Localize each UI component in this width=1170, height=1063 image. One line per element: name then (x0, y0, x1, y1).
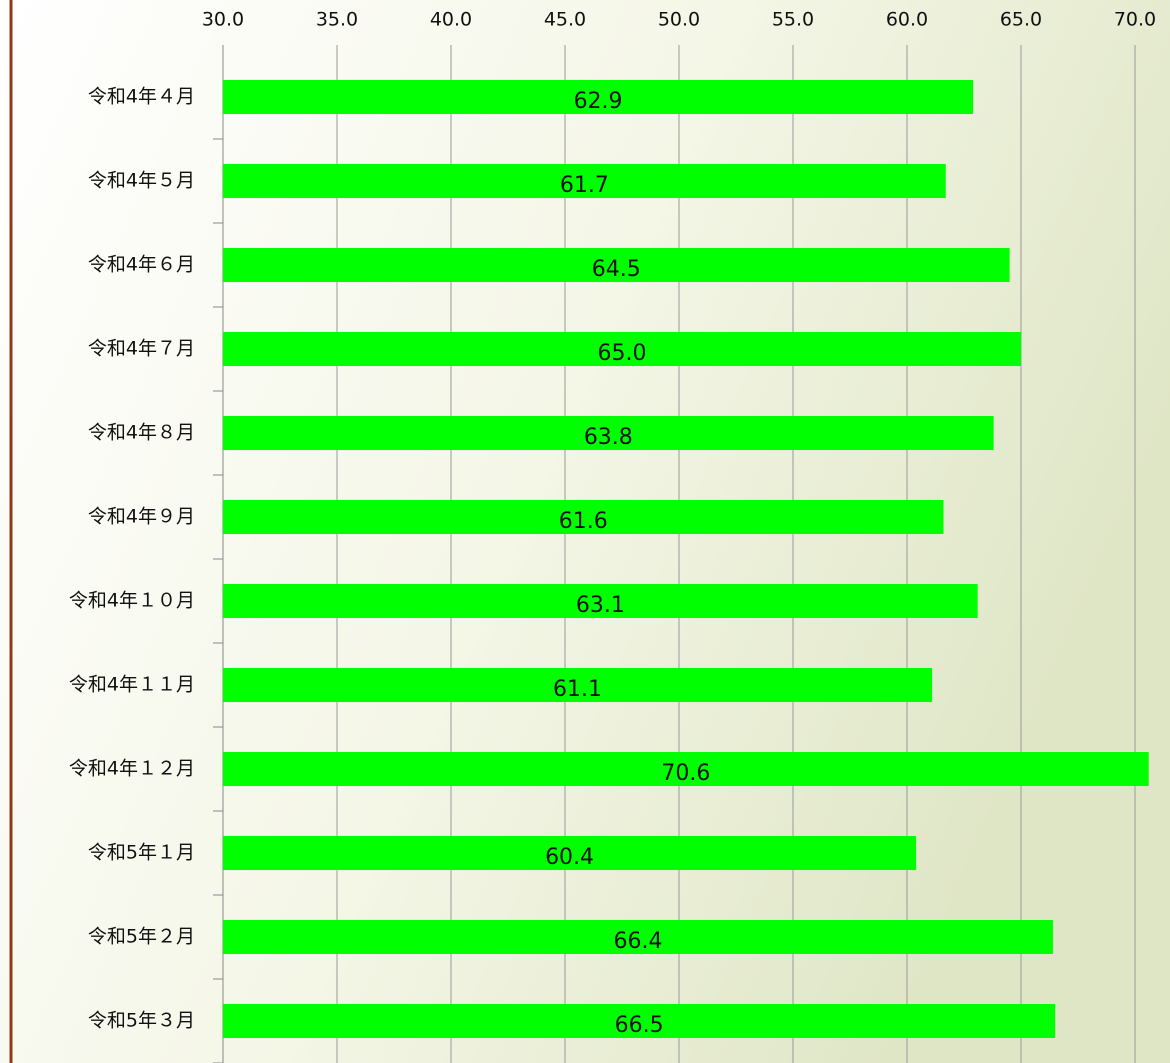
value-label: 63.8 (584, 425, 633, 450)
x-tick-label: 65.0 (1000, 9, 1042, 31)
bar (223, 80, 974, 114)
y-tick-label: 令和4年４月 (88, 86, 195, 108)
y-tick-label: 令和4年９月 (88, 506, 195, 528)
bar (223, 920, 1053, 954)
value-label: 60.4 (545, 845, 594, 870)
x-tick-label: 40.0 (430, 9, 472, 31)
x-tick-label: 35.0 (316, 9, 358, 31)
x-tick-label: 55.0 (772, 9, 814, 31)
value-label: 62.9 (574, 89, 623, 114)
y-tick-label: 令和5年２月 (88, 926, 195, 948)
value-label: 66.5 (615, 1013, 664, 1038)
y-tick-label: 令和4年７月 (88, 338, 195, 360)
value-label: 63.1 (576, 593, 625, 618)
bar (223, 332, 1021, 366)
x-tick-label: 30.0 (202, 9, 244, 31)
bar (223, 752, 1149, 786)
value-label: 70.6 (661, 761, 710, 786)
bar (223, 248, 1010, 282)
bar (223, 836, 917, 870)
bar (223, 500, 944, 534)
y-tick-label: 令和5年３月 (88, 1010, 195, 1032)
x-tick-label: 45.0 (544, 9, 586, 31)
bar (223, 584, 978, 618)
y-tick-label: 令和5年１月 (88, 842, 195, 864)
value-label: 64.5 (592, 257, 641, 282)
x-tick-label: 60.0 (886, 9, 928, 31)
y-tick-label: 令和4年１０月 (69, 590, 195, 612)
bar (223, 164, 946, 198)
x-tick-label: 50.0 (658, 9, 700, 31)
y-tick-label: 令和4年１１月 (69, 674, 195, 696)
value-label: 66.4 (613, 929, 662, 954)
value-label: 61.1 (553, 677, 602, 702)
value-label: 65.0 (598, 341, 647, 366)
bar (223, 668, 933, 702)
y-tick-label: 令和4年８月 (88, 422, 195, 444)
bar (223, 416, 994, 450)
y-tick-label: 令和4年１２月 (69, 758, 195, 780)
y-tick-label: 令和4年５月 (88, 170, 195, 192)
bar (223, 1004, 1056, 1038)
x-tick-label: 70.0 (1114, 9, 1156, 31)
value-label: 61.7 (560, 173, 609, 198)
value-label: 61.6 (559, 509, 608, 534)
y-tick-label: 令和4年６月 (88, 254, 195, 276)
